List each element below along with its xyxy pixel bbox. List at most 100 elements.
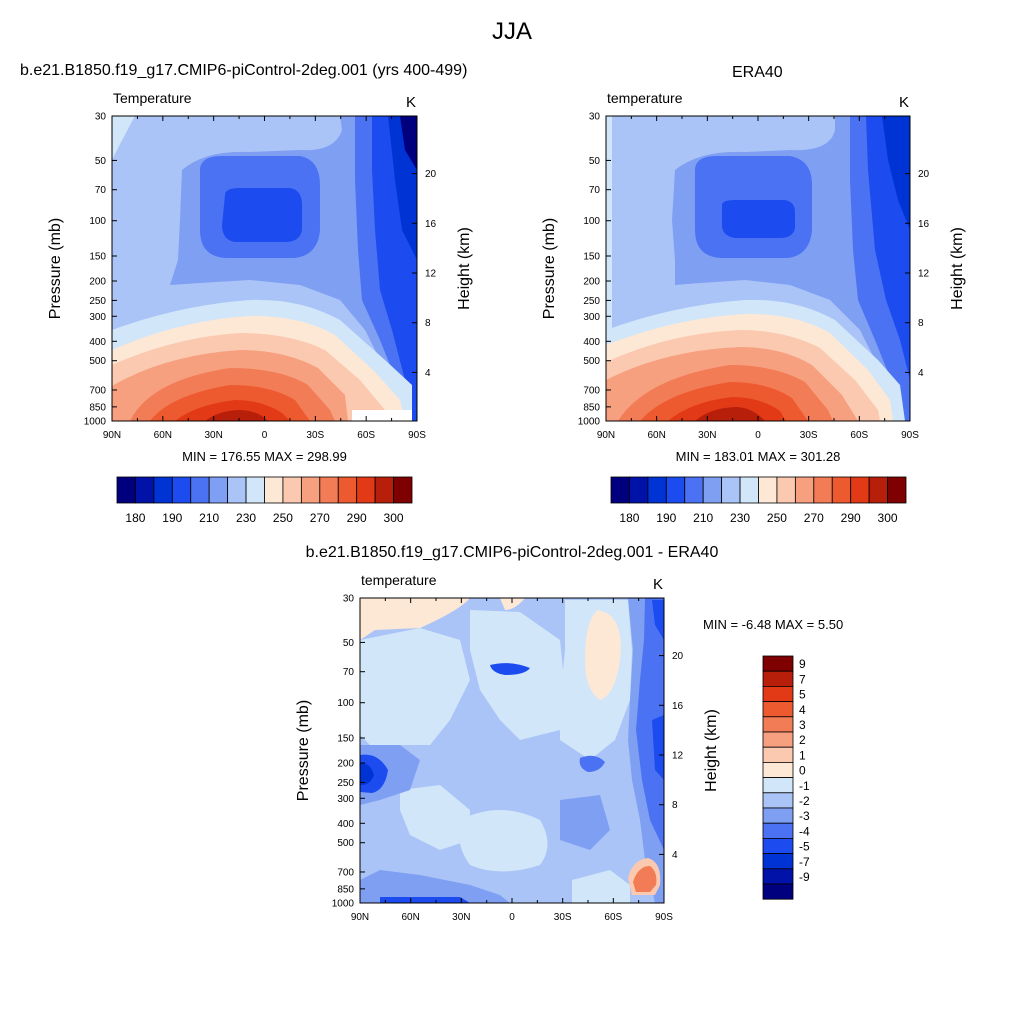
y-right-tick-label: 4 <box>918 368 924 379</box>
colorbar-1: 180 190 210 230 250 270 290 300 <box>116 476 413 525</box>
colorbar-2: 180 190 210 230 250 270 290 300 <box>610 476 907 525</box>
colorbars-layer: 180 190 210 230 250 270 290 300 180 190 210 230 250 2… <box>116 476 907 900</box>
difference-temperature-contour <box>360 598 664 903</box>
colorbar-swatch <box>374 476 394 504</box>
y-tick-label: 250 <box>89 296 106 307</box>
x-tick-label: 30N <box>698 430 716 441</box>
colorbar-label: 3 <box>799 718 806 732</box>
y-tick-label: 400 <box>337 819 354 830</box>
colorbar-swatch <box>762 838 794 855</box>
y-tick-label: 200 <box>583 277 600 288</box>
colorbar-swatch <box>887 476 907 504</box>
colorbar-swatch <box>393 476 413 504</box>
colorbar-swatch <box>665 476 686 504</box>
x-tick-label: 30N <box>204 430 222 441</box>
y-tick-label: 150 <box>337 733 354 744</box>
colorbar-label: 2 <box>799 733 806 747</box>
colorbar-swatch <box>702 476 723 504</box>
x-tick-label: 60N <box>401 912 419 923</box>
colorbar-swatch <box>264 476 284 504</box>
y-tick-label: 100 <box>583 216 600 227</box>
y-tick-label: 250 <box>583 296 600 307</box>
min-max-stats: MIN = -6.48 MAX = 5.50 <box>703 617 843 632</box>
y-right-tick-label: 20 <box>425 169 437 180</box>
y-tick-label: 1000 <box>578 417 601 428</box>
y-tick-label: 50 <box>589 156 601 167</box>
y-tick-label: 500 <box>583 356 600 367</box>
colorbar-swatch <box>227 476 247 504</box>
y-tick-label: 150 <box>89 251 106 262</box>
colorbar-label: 180 <box>619 511 639 525</box>
x-tick-label: 60N <box>154 430 172 441</box>
y-right-axis-title: Height (km) <box>703 709 720 792</box>
y-right-tick-label: 8 <box>425 318 431 329</box>
y-right-axis-title: Height (km) <box>949 227 966 310</box>
min-max-stats: MIN = 183.01 MAX = 301.28 <box>676 449 841 464</box>
x-tick-label: 90N <box>597 430 615 441</box>
y-right-tick-label: 16 <box>425 219 437 230</box>
colorbar-swatch <box>762 807 794 824</box>
y-tick-label: 500 <box>337 838 354 849</box>
y-axis-title: Pressure (mb) <box>47 218 64 319</box>
colorbar-label: 230 <box>236 511 256 525</box>
colorbar-label: 1 <box>799 748 806 762</box>
y-tick-label: 400 <box>89 337 106 348</box>
y-tick-label: 200 <box>337 759 354 770</box>
colorbar-label: 290 <box>841 511 861 525</box>
colorbar-label: -7 <box>799 855 810 869</box>
colorbar-swatch <box>762 883 794 900</box>
y-right-tick-label: 4 <box>425 368 431 379</box>
colorbar-label: 9 <box>799 657 806 671</box>
y-tick-label: 250 <box>337 778 354 789</box>
colorbar-swatch <box>758 476 778 504</box>
x-tick-label: 60S <box>357 430 375 441</box>
colorbar-swatch <box>762 868 794 885</box>
min-max-stats: MIN = 176.55 MAX = 298.99 <box>182 449 347 464</box>
x-tick-label: 0 <box>509 912 515 923</box>
colorbar-swatch <box>762 853 794 870</box>
colorbar-label: -4 <box>799 824 810 838</box>
colorbar-swatch <box>116 476 136 504</box>
x-tick-label: 0 <box>755 430 761 441</box>
y-tick-label: 850 <box>337 884 354 895</box>
y-right-tick-label: 8 <box>918 318 924 329</box>
y-tick-label: 100 <box>89 216 106 227</box>
colorbar-label: 250 <box>767 511 787 525</box>
colorbar-label: 5 <box>799 688 806 702</box>
y-right-tick-label: 12 <box>425 269 437 280</box>
y-right-tick-label: 12 <box>918 269 930 280</box>
x-tick-label: 30N <box>452 912 470 923</box>
colorbar-swatch <box>776 476 796 504</box>
x-tick-label: 0 <box>262 430 268 441</box>
y-tick-label: 400 <box>583 337 600 348</box>
colorbar-swatch <box>135 476 155 504</box>
colorbar-swatch <box>739 476 759 504</box>
y-tick-label: 850 <box>89 402 106 413</box>
y-tick-label: 30 <box>343 594 355 605</box>
y-tick-label: 50 <box>95 156 107 167</box>
colorbar-swatch <box>762 686 794 703</box>
colorbar-swatch <box>762 655 794 672</box>
y-tick-label: 300 <box>89 312 106 323</box>
colorbar-swatch <box>762 777 794 794</box>
units-label: K <box>899 94 909 111</box>
model-temperature-contour <box>112 116 417 421</box>
x-tick-label: 30S <box>800 430 818 441</box>
y-right-tick-label: 4 <box>672 850 678 861</box>
colorbar-label: 270 <box>310 511 330 525</box>
field-label: Temperature <box>113 90 192 106</box>
x-tick-label: 30S <box>554 912 572 923</box>
colorbar-label: 0 <box>799 764 806 778</box>
x-tick-label: 90N <box>103 430 121 441</box>
colorbar-swatch <box>762 792 794 809</box>
x-tick-label: 60N <box>647 430 665 441</box>
y-tick-label: 300 <box>337 794 354 805</box>
y-tick-label: 300 <box>583 312 600 323</box>
colorbar-swatch <box>610 476 630 504</box>
y-right-tick-label: 12 <box>672 751 684 762</box>
colorbar-swatch <box>794 476 815 504</box>
y-right-tick-label: 8 <box>672 800 678 811</box>
colorbar-label: -9 <box>799 870 810 884</box>
y-tick-label: 850 <box>583 402 600 413</box>
